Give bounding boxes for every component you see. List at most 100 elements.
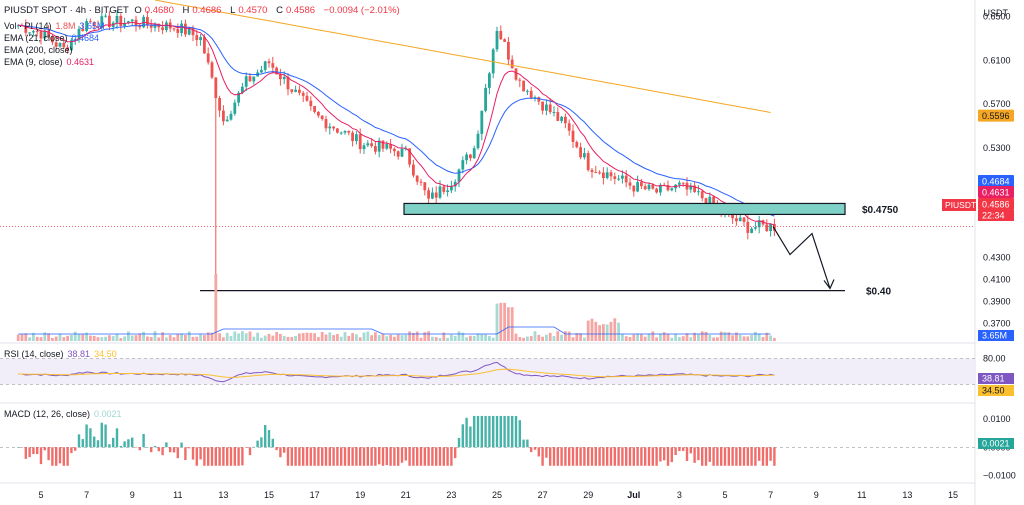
volume-bar (339, 336, 343, 341)
change-value: −0.0094 (−2.01%) (323, 5, 400, 16)
macd-bar (575, 447, 578, 466)
candle-body (355, 134, 358, 142)
macd-bar (742, 447, 746, 466)
volume-bar (290, 337, 294, 341)
legend-volume[interactable]: Vol · PI (14) 1.8M 3.65M (4, 20, 105, 32)
volume-bar (332, 335, 335, 341)
macd-bar (594, 447, 597, 466)
macd-bar (328, 447, 331, 466)
candle-body (366, 143, 370, 146)
volume-bar (275, 331, 278, 341)
volume-bar (571, 337, 575, 341)
macd-bar (621, 447, 624, 466)
candle-body (229, 113, 233, 120)
volume-bar (153, 331, 157, 341)
volume-bar (108, 335, 111, 341)
macd-bar (127, 439, 130, 448)
candle-body (362, 145, 366, 150)
volume-bar (640, 334, 643, 341)
candle-body (522, 80, 525, 92)
volume-bar (412, 332, 415, 341)
macd-bar (701, 447, 704, 466)
volume-bar (374, 332, 377, 341)
macd-bar (568, 447, 571, 466)
macd-bar (735, 447, 738, 466)
macd-bar (674, 447, 677, 456)
candle-body (640, 182, 643, 187)
macd-bar (484, 415, 487, 448)
candle-body (693, 185, 696, 192)
volume-bar (529, 336, 533, 341)
macd-bar (199, 447, 202, 460)
candle-body (586, 153, 590, 171)
candle-body (70, 40, 73, 51)
macd-bar (564, 447, 567, 466)
volume-bar (602, 324, 605, 341)
legend-macd[interactable]: MACD (12, 26, close) 0.0021 (4, 408, 122, 420)
volume-bar (510, 307, 514, 341)
macd-bar (492, 415, 495, 448)
volume-bar (765, 332, 769, 341)
macd-bar (609, 447, 613, 466)
candle-body (632, 185, 636, 192)
candle-body (301, 92, 305, 96)
legend-ema200[interactable]: EMA (200, close) (4, 44, 73, 56)
macd-bar (522, 439, 525, 448)
macd-bar (176, 447, 179, 459)
candle-body (252, 76, 256, 82)
macd-bar (370, 447, 373, 466)
candle-body (377, 140, 381, 152)
countdown-label: 22:34 (982, 211, 1005, 221)
macd-bar (77, 434, 81, 448)
volume-badge (978, 330, 1014, 341)
projection-arrow (772, 226, 831, 289)
macd-bar (191, 447, 195, 460)
candle-body (507, 41, 510, 60)
candle-body (39, 31, 43, 39)
volume-bar (533, 331, 537, 341)
candle-body (263, 61, 267, 70)
volume-bar (446, 337, 449, 341)
volume-bar (366, 331, 370, 341)
chart-header: PIUSDT SPOT · 4h · BITGET O 0.4680 H 0.468… (4, 5, 403, 16)
volume-bar (130, 335, 134, 341)
legend-rsi[interactable]: RSI (14, close) 38.81 34.50 (4, 348, 117, 360)
macd-bar (552, 447, 556, 466)
legend-ema9[interactable]: EMA (9, close) 0.4631 (4, 56, 94, 68)
vol-ma-value: 3.65M (79, 21, 105, 31)
volume-bar (134, 335, 138, 341)
macd-bar (309, 447, 312, 466)
macd-bar (66, 447, 69, 466)
candle-body (381, 140, 385, 149)
candle-body (518, 79, 522, 81)
volume-bar (393, 336, 396, 341)
candle-body (119, 15, 123, 27)
macd-axis-label: 0.0100 (983, 414, 1011, 424)
macd-bar (108, 444, 111, 448)
macd-bar (294, 447, 297, 466)
volume-bar (210, 332, 214, 341)
macd-bar (731, 447, 734, 466)
macd-bar (248, 447, 252, 456)
macd-bar (446, 447, 449, 466)
macd-bar (712, 447, 715, 466)
volume-bar (757, 333, 761, 341)
y-tick-label: 0.3700 (983, 319, 1011, 329)
candle-body (260, 69, 263, 73)
volume-bar (20, 334, 24, 341)
volume-bar (647, 333, 651, 341)
macd-bar (397, 447, 400, 466)
low-label: L (230, 5, 236, 16)
resistance-zone (403, 202, 846, 216)
macd-badge (978, 438, 1014, 449)
candle-body (43, 30, 47, 39)
macd-bar (58, 447, 62, 464)
y-tick-label: 0.4300 (983, 253, 1011, 263)
candle-body (415, 175, 419, 182)
volume-bar (123, 336, 126, 341)
macd-bar (427, 447, 430, 466)
macd-bar (518, 420, 521, 448)
legend-ema21[interactable]: EMA (21, close) 0.4684 (4, 32, 99, 44)
candle-body (480, 110, 484, 134)
